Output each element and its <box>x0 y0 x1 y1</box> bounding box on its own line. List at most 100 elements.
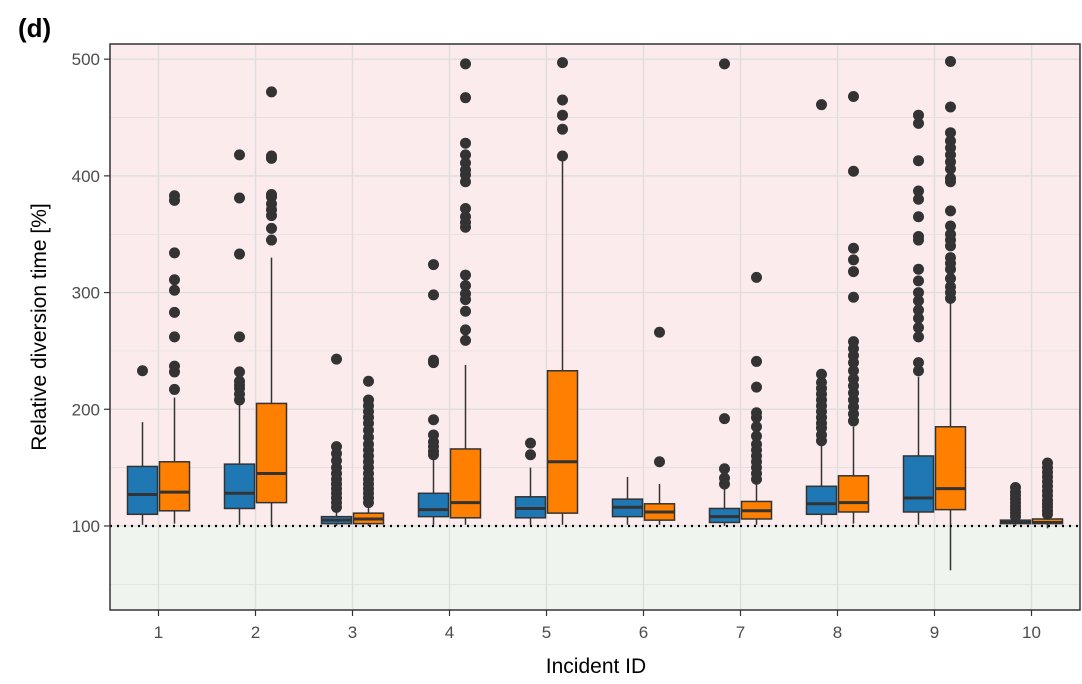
outlier-point <box>169 331 180 343</box>
box-a-2 <box>223 463 256 510</box>
outlier-point <box>654 456 665 468</box>
box-a-8 <box>805 485 838 516</box>
outlier-point <box>848 336 859 348</box>
x-tick-label: 1 <box>154 623 163 642</box>
outlier-point <box>363 375 374 387</box>
outlier-point <box>913 193 924 205</box>
outlier-point <box>913 263 924 275</box>
outlier-point <box>525 449 536 461</box>
outlier-point <box>460 280 471 292</box>
box-b-4 <box>449 448 482 519</box>
outlier-point <box>913 211 924 223</box>
outlier-point <box>913 322 924 334</box>
outlier-point <box>751 355 762 367</box>
x-tick-label: 2 <box>251 623 260 642</box>
x-tick-label: 3 <box>348 623 357 642</box>
outlier-point <box>816 99 827 111</box>
outlier-point <box>363 394 374 406</box>
outlier-point <box>719 58 730 70</box>
outlier-point <box>751 430 762 442</box>
x-tick-label: 4 <box>445 623 454 642</box>
outlier-point <box>848 291 859 303</box>
outlier-point <box>945 101 956 113</box>
outlier-point <box>460 149 471 161</box>
y-tick-label: 400 <box>72 167 100 186</box>
outlier-point <box>234 375 245 387</box>
outlier-point <box>848 373 859 385</box>
outlier-point <box>234 331 245 343</box>
outlier-point <box>557 57 568 69</box>
outlier-point <box>751 271 762 283</box>
y-tick-label: 500 <box>72 50 100 69</box>
outlier-point <box>945 281 956 293</box>
outlier-point <box>913 312 924 324</box>
x-tick-label: 9 <box>930 623 939 642</box>
outlier-point <box>428 259 439 271</box>
outlier-point <box>848 254 859 266</box>
outlier-point <box>266 189 277 201</box>
outlier-point <box>913 109 924 121</box>
outlier-point <box>428 414 439 426</box>
outlier-point <box>913 365 924 377</box>
background-region-2 <box>110 525 1080 610</box>
outlier-point <box>848 91 859 103</box>
outlier-point <box>913 185 924 197</box>
outlier-point <box>848 266 859 278</box>
panel-label: (d) <box>18 13 51 43</box>
box-b-8 <box>837 475 870 513</box>
outlier-point <box>169 360 180 372</box>
outlier-point <box>234 192 245 204</box>
outlier-point <box>654 326 665 338</box>
outlier-point <box>1010 481 1021 493</box>
outlier-point <box>751 407 762 419</box>
outlier-point <box>266 86 277 98</box>
x-tick-label: 6 <box>639 623 648 642</box>
outlier-point <box>525 437 536 449</box>
outlier-point <box>913 287 924 299</box>
outlier-point <box>751 381 762 393</box>
outlier-point <box>460 203 471 215</box>
outlier-point <box>428 429 439 441</box>
outlier-point <box>751 421 762 433</box>
outlier-point <box>945 220 956 232</box>
outlier-point <box>460 58 471 70</box>
outlier-point <box>913 331 924 343</box>
plot-area: 100 200 300 400 500 1 2 3 4 5 6 7 8 9 10 <box>72 43 1081 642</box>
y-tick-label: 100 <box>72 517 100 536</box>
outlier-point <box>460 288 471 300</box>
outlier-point <box>751 438 762 450</box>
outlier-point <box>460 157 471 169</box>
outlier-point <box>557 94 568 106</box>
box-b-2 <box>255 402 288 504</box>
outlier-point <box>913 304 924 316</box>
outlier-point <box>460 334 471 346</box>
box-b-1 <box>158 461 191 512</box>
box-a-1 <box>126 465 159 516</box>
y-tick-label: 200 <box>72 400 100 419</box>
outlier-point <box>137 365 148 377</box>
outlier-point <box>913 117 924 129</box>
outlier-point <box>331 441 342 453</box>
outlier-point <box>945 273 956 285</box>
outlier-point <box>557 150 568 162</box>
outlier-point <box>557 123 568 135</box>
outlier-point <box>169 247 180 259</box>
outlier-point <box>719 472 730 484</box>
outlier-point <box>913 295 924 307</box>
outlier-point <box>234 149 245 161</box>
outlier-point <box>945 127 956 139</box>
outlier-point <box>460 211 471 223</box>
outlier-point <box>848 365 859 377</box>
outlier-point <box>913 357 924 369</box>
box-b-5 <box>546 370 579 514</box>
x-tick-label: 8 <box>833 623 842 642</box>
outlier-point <box>169 274 180 286</box>
plot-border <box>109 43 1081 611</box>
outlier-point <box>913 155 924 167</box>
outlier-point <box>557 109 568 121</box>
outlier-point <box>169 190 180 202</box>
outlier-point <box>719 413 730 425</box>
x-tick-label: 5 <box>542 623 551 642</box>
x-tick-label: 7 <box>736 623 745 642</box>
